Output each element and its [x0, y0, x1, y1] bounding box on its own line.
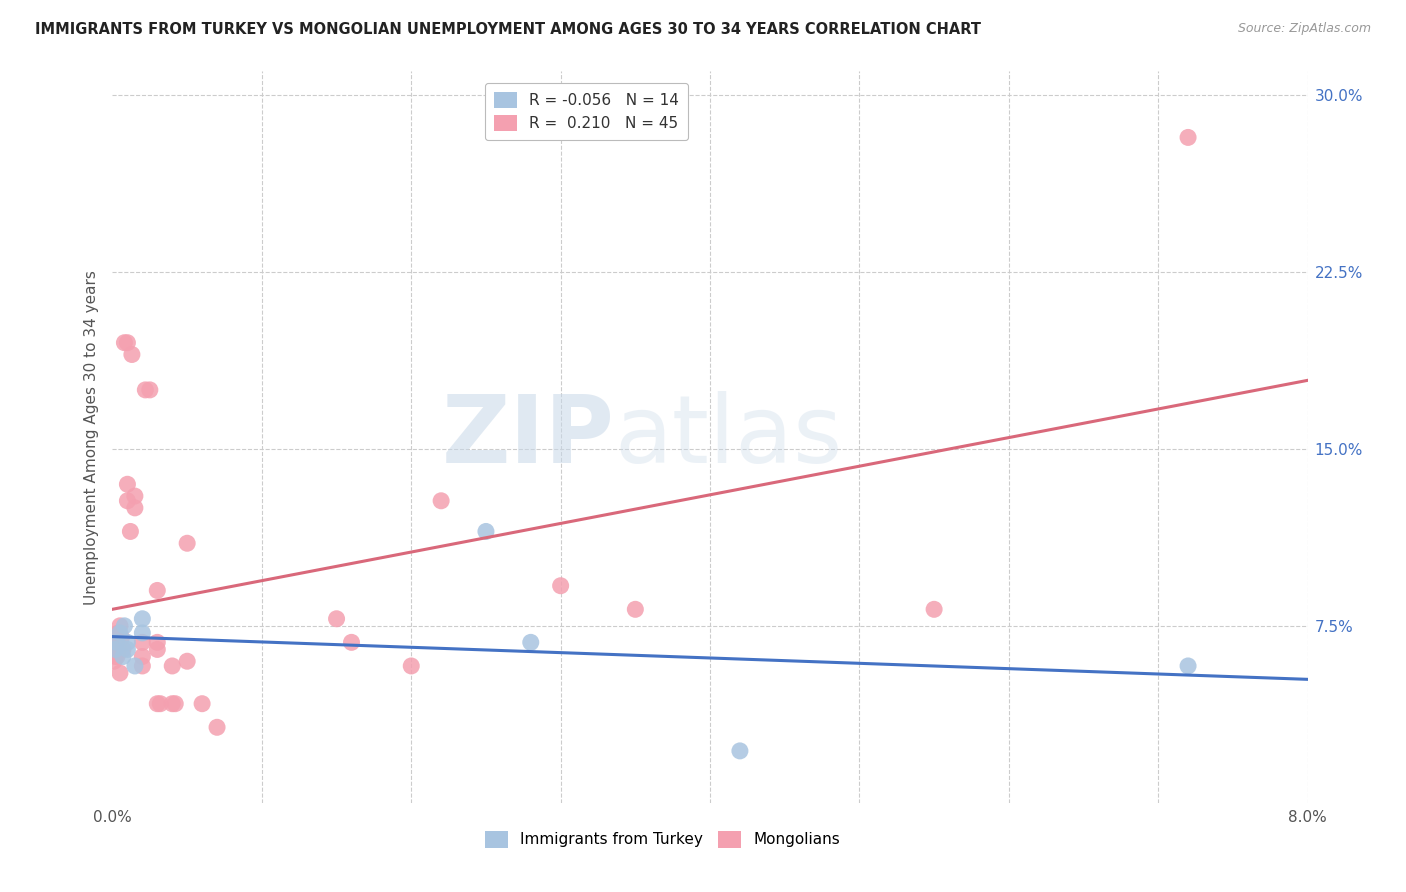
Point — [146, 697, 169, 711]
Text: Source: ZipAtlas.com: Source: ZipAtlas.com — [1237, 22, 1371, 36]
Point — [105, 635, 128, 649]
Point — [103, 642, 125, 657]
Point — [107, 626, 129, 640]
Point — [149, 697, 172, 711]
Point — [146, 635, 169, 649]
Point — [146, 642, 169, 657]
Point — [131, 612, 153, 626]
Point — [475, 524, 498, 539]
Point — [191, 697, 214, 711]
Point — [104, 642, 127, 657]
Point — [117, 642, 139, 657]
Point — [134, 383, 156, 397]
Point — [139, 383, 162, 397]
Point — [114, 335, 135, 350]
Point — [105, 649, 128, 664]
Point — [121, 347, 143, 361]
Point — [401, 659, 423, 673]
Point — [117, 635, 139, 649]
Point — [131, 649, 153, 664]
Point — [108, 626, 131, 640]
Point — [110, 631, 132, 645]
Point — [550, 579, 572, 593]
Point — [1177, 659, 1199, 673]
Point — [108, 619, 131, 633]
Point — [117, 477, 139, 491]
Text: ZIP: ZIP — [441, 391, 614, 483]
Point — [176, 654, 198, 668]
Point — [108, 666, 131, 681]
Point — [104, 631, 127, 645]
Point — [111, 642, 134, 657]
Point — [340, 635, 363, 649]
Point — [124, 659, 146, 673]
Point — [103, 654, 125, 668]
Point — [165, 697, 187, 711]
Point — [120, 524, 142, 539]
Point — [162, 659, 183, 673]
Point — [146, 583, 169, 598]
Point — [131, 626, 153, 640]
Text: IMMIGRANTS FROM TURKEY VS MONGOLIAN UNEMPLOYMENT AMONG AGES 30 TO 34 YEARS CORRE: IMMIGRANTS FROM TURKEY VS MONGOLIAN UNEM… — [35, 22, 981, 37]
Point — [131, 635, 153, 649]
Point — [131, 659, 153, 673]
Point — [111, 649, 134, 664]
Point — [117, 493, 139, 508]
Point — [728, 744, 751, 758]
Point — [114, 619, 135, 633]
Legend: Immigrants from Turkey, Mongolians: Immigrants from Turkey, Mongolians — [478, 825, 846, 854]
Point — [520, 635, 543, 649]
Point — [162, 697, 183, 711]
Point — [205, 720, 228, 734]
Y-axis label: Unemployment Among Ages 30 to 34 years: Unemployment Among Ages 30 to 34 years — [83, 269, 98, 605]
Point — [104, 649, 127, 664]
Point — [1177, 130, 1199, 145]
Point — [105, 635, 128, 649]
Point — [107, 642, 129, 657]
Point — [124, 500, 146, 515]
Point — [922, 602, 945, 616]
Point — [430, 493, 453, 508]
Point — [325, 612, 347, 626]
Point — [624, 602, 647, 616]
Point — [117, 335, 139, 350]
Point — [124, 489, 146, 503]
Point — [176, 536, 198, 550]
Text: atlas: atlas — [614, 391, 842, 483]
